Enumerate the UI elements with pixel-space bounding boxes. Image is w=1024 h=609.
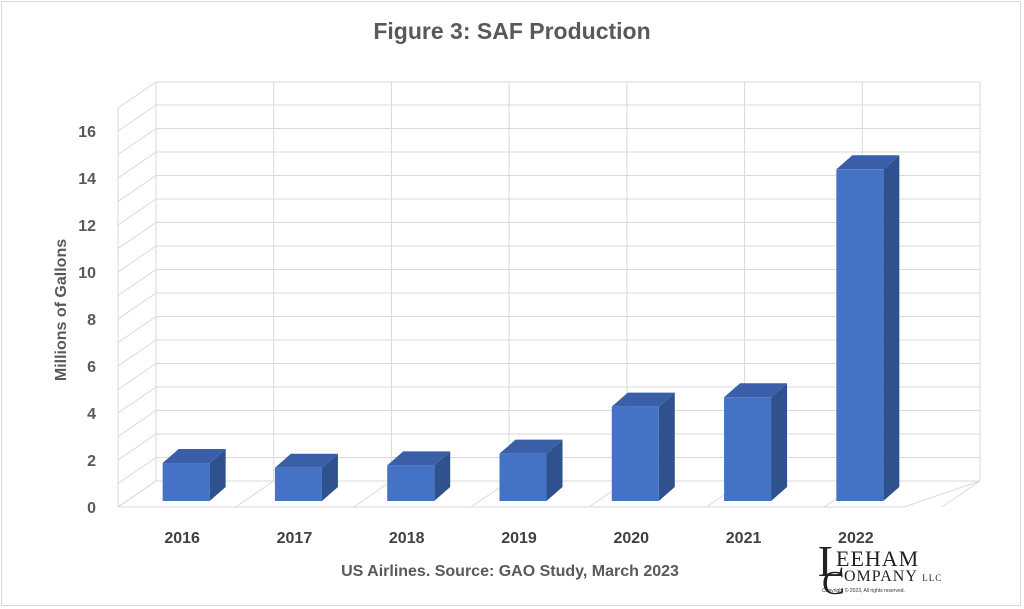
floor-divider: [117, 480, 157, 508]
side-wall-line: [117, 198, 157, 226]
bar-2020: [611, 392, 675, 501]
axis-labels: 0 2 4 6 8 10 12 14 16 2016 2017 2018 2019 2020 2021 202…: [78, 124, 874, 547]
y-tick-label: 6: [87, 359, 96, 376]
side-wall-line: [117, 410, 157, 437]
floor-right: [903, 480, 981, 508]
x-tick-label: 2019: [501, 530, 537, 547]
bar-top: [387, 451, 451, 466]
x-tick-label: 2017: [277, 530, 313, 547]
floor-divider: [235, 480, 274, 508]
bar-2022: [836, 155, 900, 502]
bar-top: [611, 392, 675, 407]
bar-front: [611, 406, 659, 501]
bar-2017: [274, 453, 338, 501]
bar-side: [771, 383, 788, 501]
side-wall-line: [117, 386, 157, 414]
bar-top: [499, 439, 563, 454]
chart-title: Figure 3: SAF Production: [373, 18, 651, 44]
y-tick-label: 16: [78, 124, 96, 141]
bar-top: [724, 383, 788, 398]
side-wall-line: [117, 175, 157, 202]
y-tick-label: 12: [78, 218, 96, 235]
bar-side: [434, 451, 451, 501]
side-wall-line: [117, 269, 157, 296]
side-wall-line: [117, 457, 157, 484]
bar-front: [387, 465, 435, 501]
x-tick-label: 2021: [726, 530, 762, 547]
x-axis-caption: US Airlines. Source: GAO Study, March 20…: [341, 563, 679, 580]
bar-side: [321, 453, 338, 501]
side-wall-line: [117, 433, 157, 461]
y-tick-label: 8: [87, 312, 96, 329]
x-tick-label: 2018: [389, 530, 425, 547]
side-wall-line: [117, 292, 157, 320]
logo-copyright: Copyright © 2023, All rights reserved.: [822, 588, 905, 594]
y-tick-label: 10: [78, 265, 96, 282]
y-tick-label: 4: [87, 406, 96, 423]
side-wall-line: [117, 222, 157, 249]
bar-side: [883, 155, 900, 502]
bar-front: [836, 169, 884, 502]
x-tick-label: 2020: [613, 530, 649, 547]
logo-word-1: EEHAM: [836, 546, 920, 571]
logo-llc: LLC: [922, 573, 943, 583]
bar-series: [162, 155, 900, 502]
side-wall-line: [117, 245, 157, 273]
bar-front: [499, 453, 547, 501]
logo-initial-l: L: [818, 537, 845, 586]
bar-front: [162, 463, 210, 501]
bar-top: [274, 453, 338, 468]
bar-side: [546, 439, 563, 501]
bar-2018: [387, 451, 451, 501]
side-wall-line: [117, 104, 157, 132]
floor-divider: [353, 480, 392, 508]
bar-front: [274, 467, 322, 501]
floor-divider: [941, 480, 981, 508]
bar-top: [836, 155, 900, 170]
side-wall-line: [117, 151, 157, 179]
bar-2019: [499, 439, 563, 501]
logo-initial-c: C: [822, 565, 845, 602]
y-tick-label: 14: [78, 171, 96, 188]
y-axis-label: Millions of Gallons: [53, 239, 70, 381]
x-tick-label: 2016: [164, 530, 200, 547]
bar-top: [162, 449, 226, 464]
y-tick-label: 0: [87, 500, 96, 517]
side-wall-line: [117, 363, 157, 390]
logo-word-2: OMPANY: [844, 568, 918, 585]
leeham-logo: L EEHAM C OMPANY LLC Copyright © 2023, A…: [812, 540, 952, 603]
side-wall-line: [117, 316, 157, 343]
bar-2016: [162, 449, 226, 501]
side-wall-line: [117, 339, 157, 367]
y-tick-label: 2: [87, 453, 96, 470]
side-wall-top: [117, 81, 157, 109]
bar-side: [658, 392, 675, 501]
side-wall-line: [117, 128, 157, 155]
x-tick-label: 2022: [838, 530, 874, 547]
bar-side: [209, 449, 226, 501]
bar-2021: [724, 383, 788, 501]
bar-front: [724, 397, 772, 501]
